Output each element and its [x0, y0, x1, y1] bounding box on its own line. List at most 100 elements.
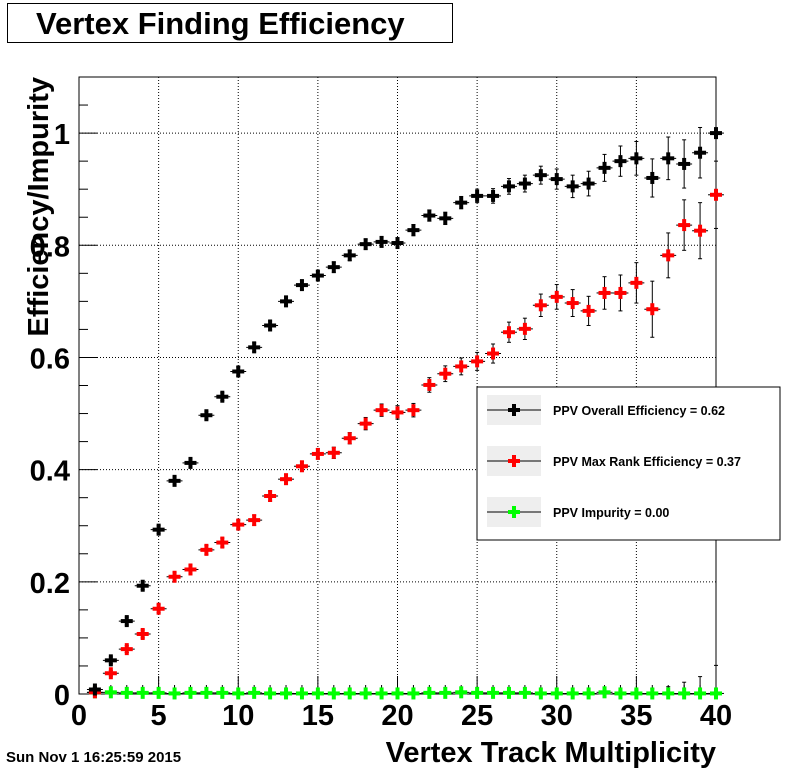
- x-tick-label: 10: [222, 700, 254, 732]
- point-impurity: [550, 687, 563, 700]
- y-tick-label: 1: [54, 119, 70, 151]
- point-maxrank: [614, 286, 627, 299]
- point-overall: [391, 237, 404, 250]
- point-maxrank: [471, 355, 484, 368]
- point-impurity: [375, 687, 388, 700]
- point-impurity: [407, 687, 420, 700]
- point-impurity: [710, 687, 722, 700]
- point-maxrank: [678, 219, 691, 232]
- point-overall: [120, 615, 133, 628]
- legend-marker: [508, 455, 520, 467]
- point-overall: [327, 261, 340, 274]
- point-impurity: [502, 686, 515, 699]
- point-impurity: [582, 687, 595, 700]
- point-overall: [343, 249, 356, 262]
- point-impurity: [343, 687, 356, 700]
- point-overall: [88, 683, 101, 696]
- legend-label: PPV Overall Efficiency = 0.62: [553, 404, 725, 418]
- point-impurity: [694, 687, 707, 700]
- point-overall: [216, 390, 229, 403]
- legend-label: PPV Max Rank Efficiency = 0.37: [553, 455, 741, 469]
- point-maxrank: [550, 290, 563, 303]
- point-impurity: [104, 686, 117, 699]
- point-impurity: [327, 687, 340, 700]
- point-impurity: [295, 687, 308, 700]
- point-impurity: [455, 686, 468, 699]
- x-tick-label: 20: [381, 700, 413, 732]
- timestamp: Sun Nov 1 16:25:59 2015: [6, 749, 182, 766]
- point-maxrank: [168, 570, 181, 583]
- point-impurity: [646, 687, 659, 700]
- point-overall: [184, 456, 197, 469]
- point-impurity: [487, 686, 500, 699]
- point-impurity: [630, 687, 643, 700]
- point-impurity: [471, 686, 484, 699]
- point-overall: [598, 161, 611, 174]
- point-impurity: [120, 686, 133, 699]
- point-overall: [264, 319, 277, 332]
- point-overall: [487, 189, 500, 202]
- point-overall: [582, 177, 595, 190]
- legend-marker: [508, 404, 520, 416]
- point-maxrank: [232, 518, 245, 531]
- point-impurity: [311, 687, 324, 700]
- point-overall: [471, 189, 484, 202]
- point-overall: [152, 523, 165, 536]
- legend-marker: [508, 506, 520, 518]
- point-impurity: [280, 687, 293, 700]
- point-overall: [534, 169, 547, 182]
- point-maxrank: [248, 514, 261, 527]
- point-overall: [678, 157, 691, 170]
- y-tick-label: 0.6: [30, 343, 70, 375]
- point-maxrank: [327, 446, 340, 459]
- point-maxrank: [582, 304, 595, 317]
- title-box: Vertex Finding Efficiency: [7, 3, 453, 43]
- point-overall: [200, 409, 213, 422]
- point-overall: [359, 238, 372, 251]
- point-overall: [104, 654, 117, 667]
- x-tick-label: 35: [620, 700, 652, 732]
- point-overall: [423, 209, 436, 222]
- point-maxrank: [264, 489, 277, 502]
- point-overall: [566, 180, 579, 193]
- legend-label: PPV Impurity = 0.00: [553, 506, 669, 520]
- point-maxrank: [280, 473, 293, 486]
- point-impurity: [232, 687, 245, 700]
- point-overall: [311, 269, 324, 282]
- point-impurity: [423, 686, 436, 699]
- point-maxrank: [630, 276, 643, 289]
- point-maxrank: [375, 404, 388, 417]
- point-overall: [136, 579, 149, 592]
- x-tick-label: 5: [151, 700, 167, 732]
- point-impurity: [136, 686, 149, 699]
- point-overall: [550, 173, 563, 186]
- y-tick-label: 0.2: [30, 568, 70, 600]
- chart-title: Vertex Finding Efficiency: [36, 6, 405, 41]
- x-axis-label: Vertex Track Multiplicity: [386, 737, 716, 769]
- point-impurity: [200, 686, 213, 699]
- point-impurity: [359, 687, 372, 700]
- point-maxrank: [216, 536, 229, 549]
- point-overall: [710, 127, 722, 140]
- point-overall: [646, 171, 659, 184]
- point-impurity: [598, 686, 611, 699]
- point-overall: [232, 365, 245, 378]
- point-maxrank: [295, 460, 308, 473]
- point-maxrank: [534, 299, 547, 312]
- point-maxrank: [359, 417, 372, 430]
- point-impurity: [534, 687, 547, 700]
- point-impurity: [152, 686, 165, 699]
- point-overall: [455, 196, 468, 209]
- point-impurity: [184, 686, 197, 699]
- point-impurity: [518, 686, 531, 699]
- point-maxrank: [200, 543, 213, 556]
- point-maxrank: [566, 297, 579, 310]
- point-overall: [662, 152, 675, 165]
- x-tick-label: 25: [461, 700, 493, 732]
- point-maxrank: [407, 404, 420, 417]
- point-impurity: [216, 686, 229, 699]
- point-overall: [407, 224, 420, 237]
- y-tick-label: 0: [54, 680, 70, 712]
- point-overall: [518, 177, 531, 190]
